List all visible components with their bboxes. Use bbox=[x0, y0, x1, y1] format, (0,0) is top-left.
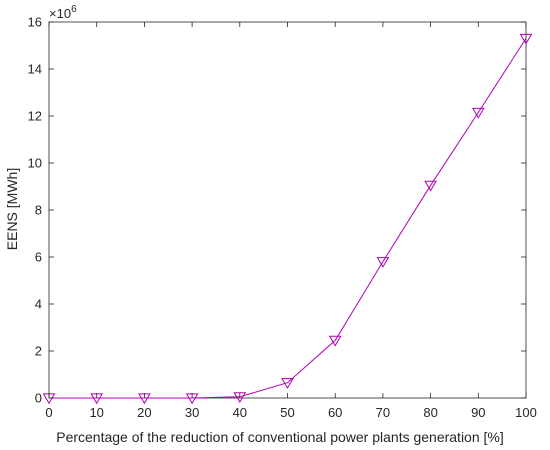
y-tick-label: 16 bbox=[28, 15, 42, 30]
y-tick-label: 10 bbox=[28, 156, 42, 171]
data-point-marker bbox=[471, 107, 485, 119]
x-tick-label: 0 bbox=[45, 405, 52, 420]
x-tick-label: 80 bbox=[423, 405, 437, 420]
y-tick-label: 6 bbox=[35, 250, 42, 265]
x-tick-label: 60 bbox=[328, 405, 342, 420]
y-tick-label: 14 bbox=[28, 62, 42, 77]
data-point-marker bbox=[424, 180, 437, 192]
data-point-marker bbox=[519, 33, 533, 45]
y-tick-label: 0 bbox=[35, 391, 42, 406]
y-axis-exponent-label: ×106 bbox=[49, 4, 77, 21]
data-point-marker bbox=[233, 392, 247, 404]
data-point-marker bbox=[376, 257, 390, 268]
plot-frame bbox=[48, 21, 527, 399]
x-tick-label: 100 bbox=[515, 405, 537, 420]
y-axis-label: EENS [MWh] bbox=[4, 168, 20, 250]
x-tick-label: 90 bbox=[471, 405, 485, 420]
y-axis-ticks: 0 2 4 6 8 10 12 14 16 bbox=[28, 15, 526, 406]
y-tick-label: 4 bbox=[35, 297, 42, 312]
plot-area bbox=[48, 21, 527, 399]
y-axis-exponent: 6 bbox=[71, 4, 77, 15]
x-tick-label: 40 bbox=[233, 405, 247, 420]
y-axis-multiplier: ×10 bbox=[49, 6, 71, 21]
x-tick-label: 10 bbox=[89, 405, 103, 420]
y-tick-label: 2 bbox=[35, 344, 42, 359]
x-tick-label: 20 bbox=[137, 405, 151, 420]
data-point-marker bbox=[281, 378, 294, 389]
x-axis-ticks: 0 10 20 30 40 50 60 70 80 90 100 bbox=[45, 22, 537, 420]
x-tick-label: 30 bbox=[185, 405, 199, 420]
y-tick-label: 12 bbox=[28, 109, 42, 124]
x-axis-label: Percentage of the reduction of conventio… bbox=[56, 429, 504, 445]
y-tick-label: 8 bbox=[35, 203, 42, 218]
data-point-marker bbox=[328, 335, 342, 347]
series-line bbox=[49, 38, 527, 399]
x-tick-label: 70 bbox=[376, 405, 390, 420]
x-tick-label: 50 bbox=[280, 405, 294, 420]
